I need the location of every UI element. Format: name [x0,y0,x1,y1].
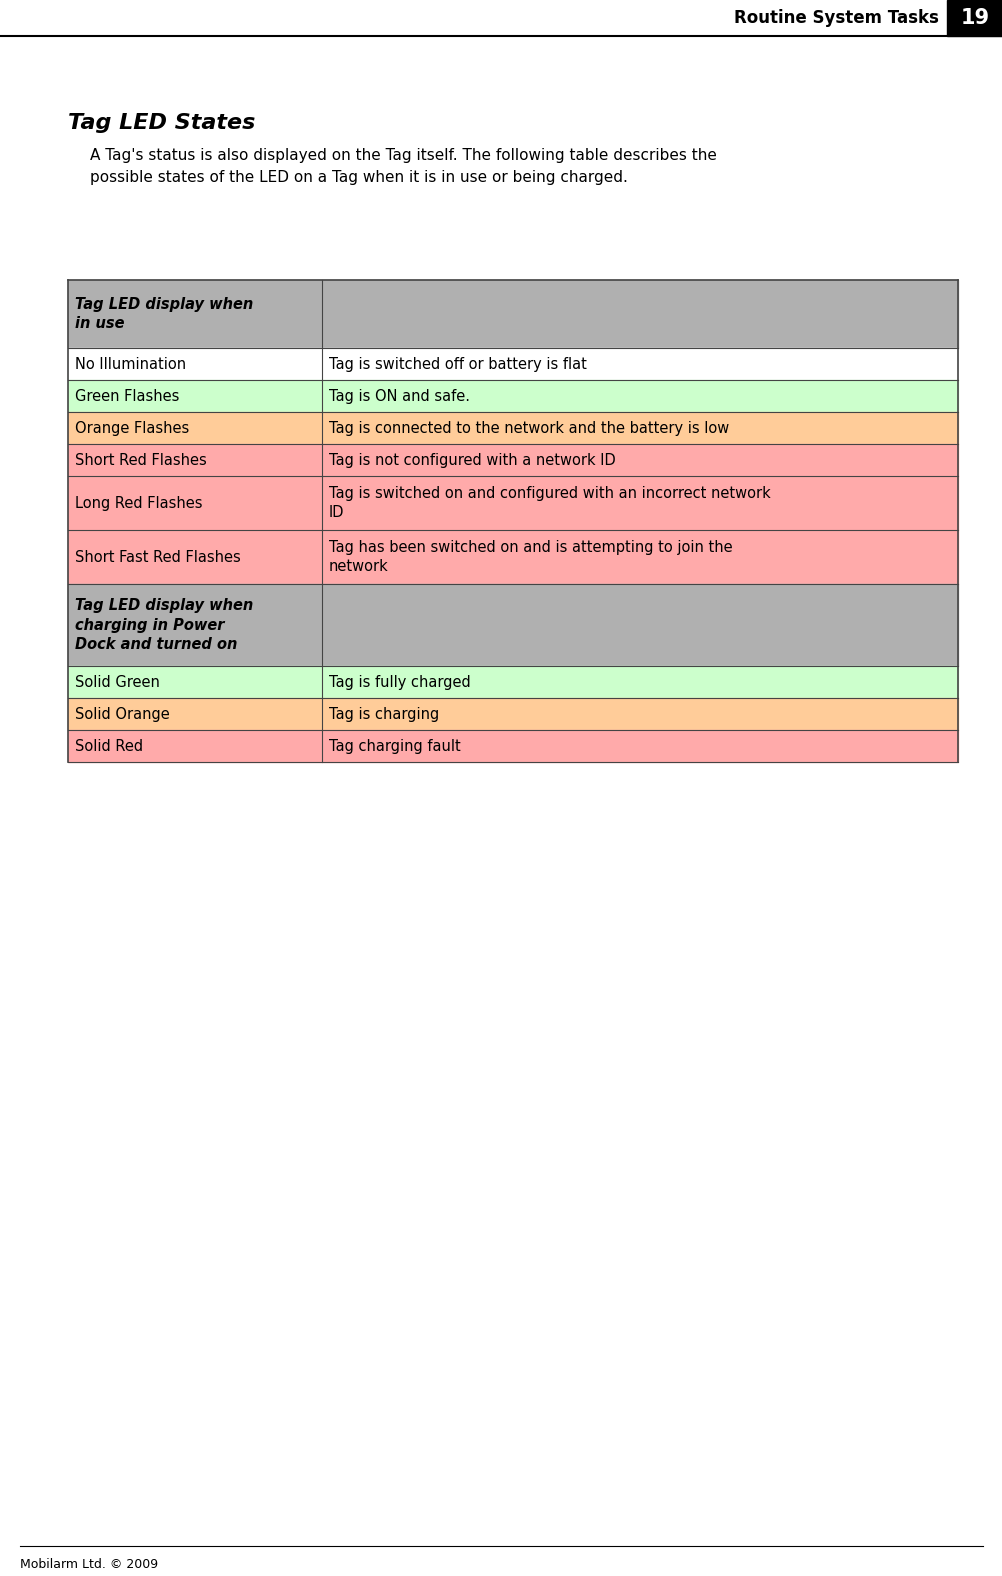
Text: Mobilarm Ltd. © 2009: Mobilarm Ltd. © 2009 [20,1559,158,1571]
Text: Green Flashes: Green Flashes [75,389,179,403]
Text: Tag LED States: Tag LED States [68,113,256,132]
Bar [68,730,957,763]
Text: Tag LED display when
in use: Tag LED display when in use [75,296,253,331]
Text: Tag is ON and safe.: Tag is ON and safe. [329,389,469,403]
Text: Solid Orange: Solid Orange [75,706,169,722]
Text: A Tag's status is also displayed on the Tag itself. The following table describe: A Tag's status is also displayed on the … [90,148,716,184]
Bar [68,411,957,444]
Bar [68,698,957,730]
Text: Tag is switched on and configured with an incorrect network
ID: Tag is switched on and configured with a… [329,485,770,520]
Bar [946,0,1002,36]
Text: Tag is fully charged: Tag is fully charged [329,675,470,690]
Bar [68,530,957,585]
Text: Short Red Flashes: Short Red Flashes [75,452,206,468]
Text: Tag is not configured with a network ID: Tag is not configured with a network ID [329,452,615,468]
Text: Orange Flashes: Orange Flashes [75,421,189,435]
Text: Solid Green: Solid Green [75,675,159,690]
Bar [68,585,957,667]
Bar [68,476,957,530]
Bar [68,380,957,411]
Text: Tag LED display when
charging in Power
Dock and turned on: Tag LED display when charging in Power D… [75,599,253,652]
Bar [68,667,957,698]
Text: Tag has been switched on and is attempting to join the
network: Tag has been switched on and is attempti… [329,541,731,574]
Bar [68,444,957,476]
Bar [68,281,957,348]
Text: Tag is connected to the network and the battery is low: Tag is connected to the network and the … [329,421,728,435]
Text: Tag is switched off or battery is flat: Tag is switched off or battery is flat [329,356,586,372]
Text: Routine System Tasks: Routine System Tasks [733,9,938,27]
Text: Solid Red: Solid Red [75,739,143,753]
Text: No Illumination: No Illumination [75,356,186,372]
Text: Tag is charging: Tag is charging [329,706,439,722]
Bar [68,348,957,380]
Text: Tag charging fault: Tag charging fault [329,739,460,753]
Text: 19: 19 [960,8,989,28]
Text: Short Fast Red Flashes: Short Fast Red Flashes [75,550,240,564]
Text: Long Red Flashes: Long Red Flashes [75,495,202,511]
